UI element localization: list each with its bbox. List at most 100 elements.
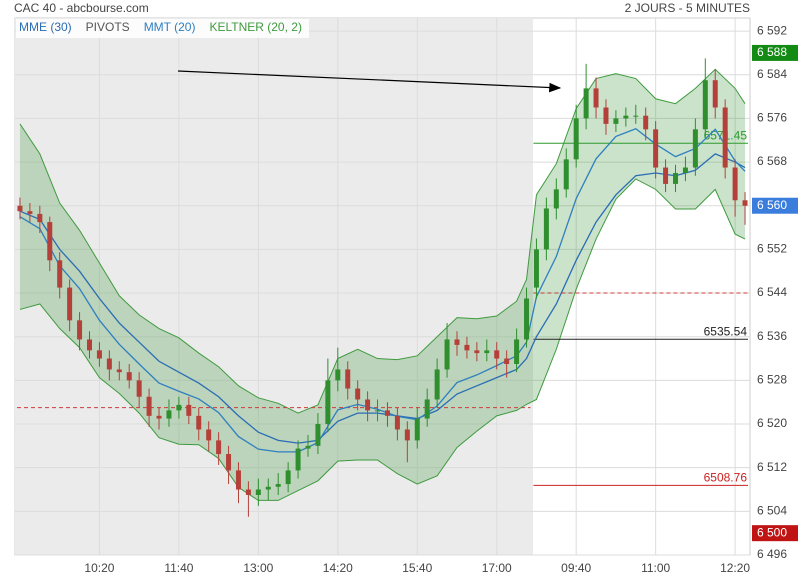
y-tick-label: 6 520	[757, 416, 787, 430]
candle-body	[67, 287, 73, 321]
candle-body	[484, 350, 490, 354]
candle-body	[196, 415, 202, 430]
candle-body	[166, 410, 172, 419]
x-tick-label: 11:00	[641, 561, 670, 575]
candle-body	[235, 470, 241, 490]
candle-body	[424, 399, 430, 419]
candle-body	[116, 369, 122, 373]
candle-body	[384, 410, 390, 416]
keltner-upper	[19, 68, 746, 414]
annotation-arrow	[177, 70, 562, 93]
candle-body	[613, 118, 619, 124]
x-tick-label: 12:20	[720, 561, 750, 575]
keltner-lower	[19, 178, 746, 501]
legend-entry: KELTNER (20, 2)	[209, 20, 301, 34]
y-tick-label: 6 552	[757, 242, 787, 256]
price-tag	[752, 197, 798, 214]
candle-body	[335, 369, 341, 381]
candle-body	[653, 129, 659, 168]
candle-body	[394, 415, 400, 430]
candle-body	[17, 205, 23, 212]
x-tick-label: 15:40	[402, 561, 432, 575]
y-tick-label: 6 568	[757, 154, 787, 168]
chart-title: CAC 40 - abcbourse.com	[14, 1, 149, 15]
candle-body	[285, 470, 291, 485]
y-tick-label: 6 592	[757, 23, 787, 37]
candle-body	[583, 88, 589, 119]
legend-entry: MME (30)	[19, 20, 72, 34]
candle-body	[57, 260, 63, 288]
candle-body	[275, 484, 281, 487]
candle-body	[315, 424, 321, 446]
price-tag	[752, 44, 798, 61]
chart-subtitle: 2 JOURS - 5 MINUTES	[625, 1, 750, 15]
candle-body	[404, 429, 410, 441]
candle-body	[533, 249, 539, 288]
candle-body	[226, 454, 232, 471]
candle-body	[355, 388, 361, 400]
y-tick-label: 6 536	[757, 329, 787, 343]
candle-body	[414, 418, 420, 441]
candle-body	[146, 396, 152, 416]
candle-body	[186, 404, 192, 416]
candle-body	[206, 429, 212, 441]
pivot-label: 6508.76	[704, 471, 748, 485]
candle-body	[553, 189, 559, 209]
y-tick-label: 6 584	[757, 67, 787, 81]
pivot-label: 6535.54	[704, 324, 748, 338]
candle-body	[345, 369, 351, 389]
candle-body	[702, 80, 708, 130]
candle-body	[623, 115, 629, 119]
price-tag-label: 6 500	[757, 525, 787, 539]
candle-body	[434, 369, 440, 400]
candle-body	[295, 448, 301, 471]
candle-body	[643, 115, 649, 130]
candle-body	[494, 350, 500, 359]
candle-body	[106, 358, 112, 370]
legend-background	[16, 19, 309, 38]
candle-body	[126, 372, 132, 381]
y-tick-label: 6 544	[757, 285, 787, 299]
candle-body	[265, 486, 271, 490]
candle-body	[37, 213, 43, 223]
y-tick-label: 6 496	[757, 547, 787, 561]
candle-body	[732, 167, 738, 201]
previous-session	[15, 18, 533, 555]
x-tick-label: 11:40	[164, 561, 193, 575]
y-tick-label: 6 576	[757, 111, 787, 125]
candle-body	[722, 107, 728, 168]
candle-body	[176, 404, 182, 411]
y-tick-label: 6 504	[757, 504, 787, 518]
candle-body	[245, 489, 251, 495]
price-tag-label: 6 588	[757, 45, 787, 59]
candle-body	[47, 222, 53, 261]
x-tick-label: 14:20	[323, 561, 353, 575]
price-tag	[752, 525, 798, 542]
candle-body	[136, 380, 142, 397]
candle-body	[692, 129, 698, 168]
x-tick-label: 09:40	[561, 561, 591, 575]
candle-body	[673, 172, 679, 184]
candle-body	[464, 344, 470, 351]
y-tick-label: 6 512	[757, 460, 787, 474]
x-tick-label: 10:20	[84, 561, 114, 575]
candle-body	[444, 339, 450, 370]
candle-body	[524, 298, 530, 340]
candle-body	[325, 380, 331, 425]
candle-body	[255, 489, 261, 495]
candle-body	[633, 115, 639, 117]
candle-body	[663, 167, 669, 184]
candle-body	[742, 200, 748, 206]
candle-body	[543, 208, 549, 250]
x-tick-label: 13:00	[243, 561, 273, 575]
candle-body	[305, 445, 311, 449]
candle-body	[365, 399, 371, 411]
candle-body	[563, 159, 569, 190]
price-tag-label: 6 560	[757, 198, 787, 212]
candle-body	[27, 211, 33, 214]
candle-body	[96, 350, 102, 359]
y-tick-label: 6 528	[757, 373, 787, 387]
x-tick-label: 17:00	[482, 561, 512, 575]
candle-body	[712, 80, 718, 108]
candle-body	[504, 358, 510, 364]
